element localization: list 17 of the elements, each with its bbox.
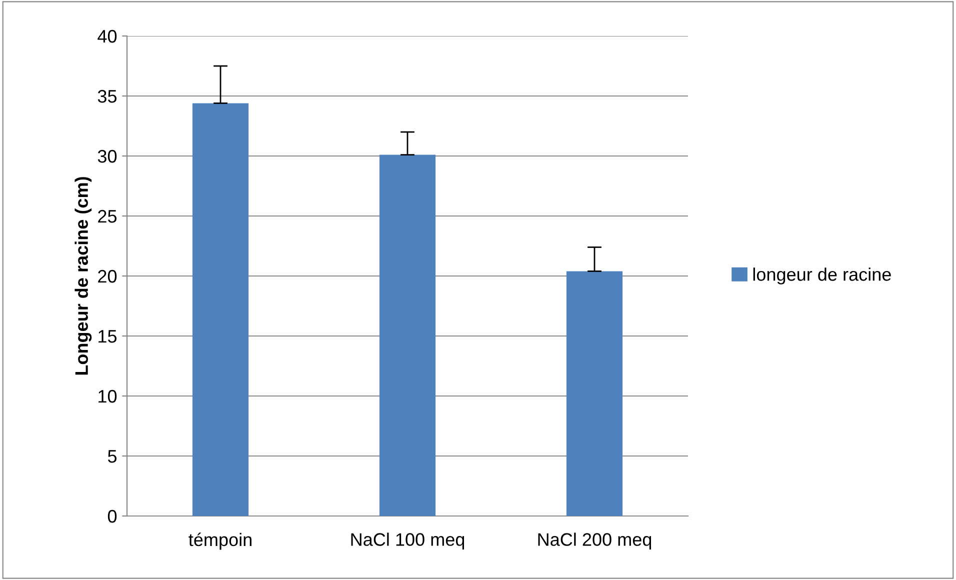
x-tick-label: NaCl 200 meq — [538, 532, 652, 550]
x-tick-label: témpoin — [188, 532, 252, 550]
x-tick-label: NaCl 100 meq — [351, 532, 464, 550]
bar — [379, 154, 436, 516]
y-tick-label: 40 — [98, 30, 117, 43]
y-tick-label: 35 — [98, 90, 117, 103]
legend-label: longeur de racine — [753, 268, 891, 284]
y-tick-label: 10 — [98, 390, 117, 403]
y-tick-label: 0 — [108, 510, 117, 523]
y-tick-label: 20 — [98, 270, 117, 283]
bar — [566, 271, 623, 516]
y-tick-label: 25 — [98, 210, 117, 223]
y-axis-title: Longeur de racine (cm) — [74, 177, 92, 375]
y-tick-label: 30 — [98, 150, 117, 163]
y-tick-label: 15 — [98, 330, 117, 343]
bar — [192, 103, 249, 516]
y-tick-label: 5 — [108, 450, 117, 463]
